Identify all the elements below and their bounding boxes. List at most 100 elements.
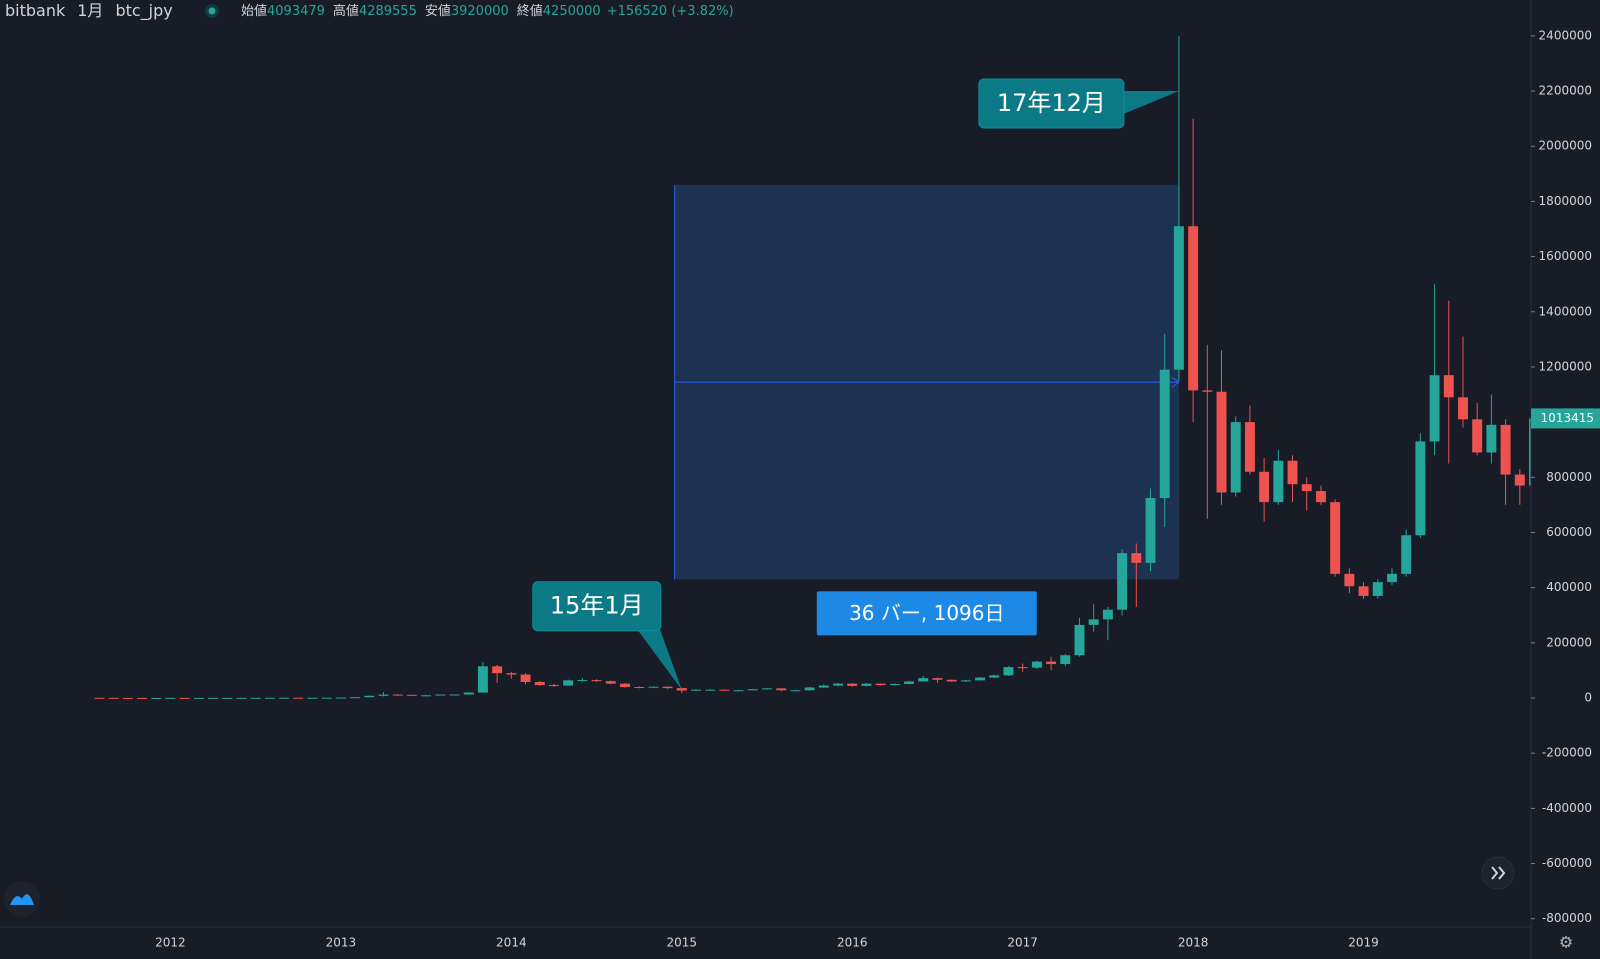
candle-body xyxy=(1386,573,1397,583)
candle-body xyxy=(975,677,986,681)
plot-area xyxy=(94,35,1531,699)
candle-body xyxy=(137,697,148,699)
candle-body xyxy=(1344,573,1355,587)
candle-body xyxy=(463,692,474,695)
y-tick-label: 2000000 xyxy=(1539,139,1592,153)
x-tick-label: 2015 xyxy=(667,936,698,950)
y-tick-label: 800000 xyxy=(1546,470,1592,484)
candle-body xyxy=(705,689,716,691)
x-tick-label: 2016 xyxy=(837,936,868,950)
candle-body xyxy=(1415,441,1426,536)
candle-body xyxy=(321,697,332,699)
candle-body xyxy=(634,686,645,688)
candle-body xyxy=(691,689,701,691)
y-tick-label: 400000 xyxy=(1546,580,1592,594)
candle-body xyxy=(1046,661,1057,665)
candle-body xyxy=(1159,369,1170,498)
candle-body xyxy=(648,686,659,688)
y-tick-label: 600000 xyxy=(1546,525,1592,539)
candle-body xyxy=(662,686,673,689)
candle-body xyxy=(435,694,446,696)
candle-body xyxy=(1529,418,1531,486)
candle-body xyxy=(1074,624,1085,656)
candle-body xyxy=(1216,391,1227,493)
header-ohlc: 始値4093479 高値4289555 安値3920000 終値4250000 +156… xyxy=(241,3,734,19)
header: bitbank 1月 btc_jpy xyxy=(5,1,173,21)
candle-body xyxy=(293,697,304,699)
candle-body xyxy=(619,683,630,687)
candle-body xyxy=(989,675,1000,678)
y-tick-label: 2200000 xyxy=(1539,84,1592,98)
candle-body xyxy=(1230,422,1241,493)
candle-body xyxy=(833,683,843,686)
annotation-text: 15年1月 xyxy=(550,592,644,620)
candle-body xyxy=(1429,375,1440,442)
candle-body xyxy=(847,683,858,686)
candle-body xyxy=(477,666,488,693)
candle-body xyxy=(932,678,943,680)
candle-body xyxy=(762,688,772,690)
candle-body xyxy=(946,679,957,682)
measure-label-box xyxy=(816,591,1037,636)
candle-body xyxy=(1145,497,1156,563)
candle-body xyxy=(1472,419,1483,453)
candle-body xyxy=(1372,582,1383,596)
candle-body xyxy=(591,680,602,682)
header-item: 1月 xyxy=(77,1,103,20)
last-price-box xyxy=(1531,408,1600,429)
y-tick-label: -800000 xyxy=(1542,911,1592,925)
candle-body xyxy=(1330,502,1341,574)
candle-body xyxy=(279,697,290,699)
candle-body xyxy=(122,697,133,699)
y-tick-label: 0 xyxy=(1584,691,1592,705)
candle-body xyxy=(392,694,403,696)
y-tick-label: 1800000 xyxy=(1539,194,1592,208)
candle-body xyxy=(577,680,588,682)
price-axis xyxy=(1531,0,1600,959)
candle-body xyxy=(733,690,744,692)
candle-body xyxy=(378,694,389,696)
y-tick-label: 200000 xyxy=(1546,635,1592,649)
candle-body xyxy=(506,673,517,675)
header-item: 3920000 xyxy=(451,4,509,19)
candle-body xyxy=(548,685,559,687)
candle-body xyxy=(960,680,971,682)
header-item: 始値 xyxy=(241,3,267,19)
candle-body xyxy=(719,689,730,691)
candle-body xyxy=(1003,667,1014,676)
annotation-box xyxy=(532,581,662,632)
candle-body xyxy=(904,681,915,684)
header-item: 4289555 xyxy=(359,4,417,19)
candle-body xyxy=(108,697,119,699)
candle-body xyxy=(406,694,417,696)
scroll-icon xyxy=(1491,866,1506,880)
candle-body xyxy=(1173,226,1184,370)
measure-arrow-head xyxy=(1171,376,1180,388)
x-tick-label: 2017 xyxy=(1007,936,1038,950)
candle-body xyxy=(776,688,787,691)
candle-body xyxy=(264,697,275,699)
candle-body xyxy=(151,697,162,699)
time-axis xyxy=(0,927,1600,959)
candle-body xyxy=(350,697,361,699)
candle-body xyxy=(94,697,105,699)
candle-body xyxy=(1500,424,1511,475)
annotation-tail xyxy=(636,628,682,690)
y-tick-label: -400000 xyxy=(1542,801,1592,815)
candle-body xyxy=(747,689,758,691)
candle-body xyxy=(1117,553,1128,610)
candle-body xyxy=(222,697,233,699)
x-tick-label: 2018 xyxy=(1178,936,1209,950)
annotation-tail xyxy=(1120,91,1179,116)
candle-body xyxy=(1102,609,1113,620)
candle-body xyxy=(1287,460,1298,485)
settings-icon[interactable]: ⚙ xyxy=(1559,933,1573,952)
candle-body xyxy=(520,674,531,683)
candle-body xyxy=(236,697,247,699)
candle-body xyxy=(875,683,886,686)
header-item: btc_jpy xyxy=(115,1,172,21)
header-item: 安値 xyxy=(425,3,451,19)
